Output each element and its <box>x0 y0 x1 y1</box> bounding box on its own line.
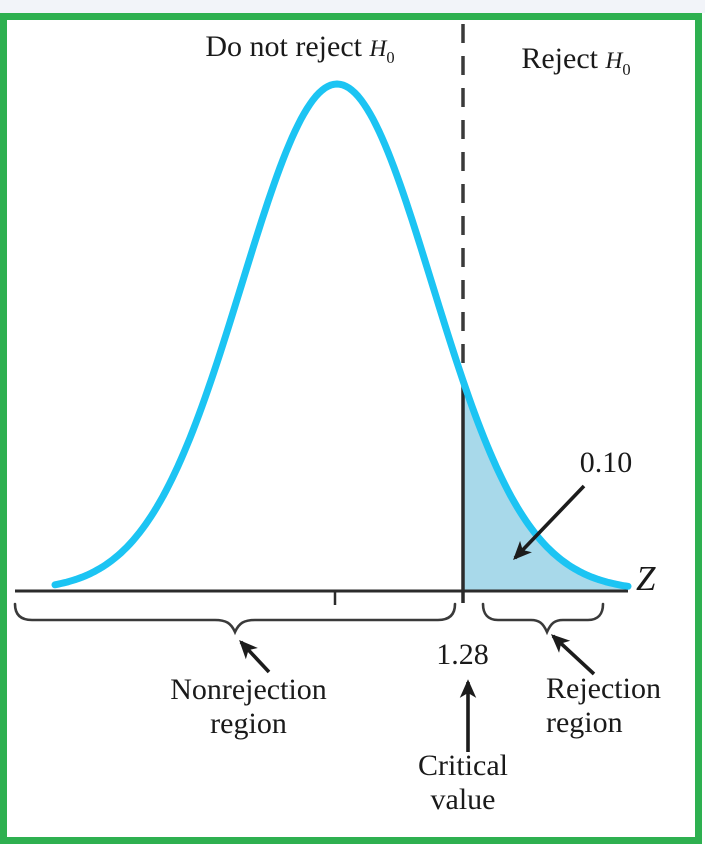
shaded-rejection-area <box>463 380 628 591</box>
arrow-to-rejection-brace <box>550 634 596 676</box>
h0-symbol: H <box>605 48 623 74</box>
do-not-reject-label: Do not reject H0 <box>155 30 445 67</box>
nonrejection-region-label: Nonrejection region <box>170 673 327 740</box>
critical-value-caption: Critical value <box>418 749 508 816</box>
critical-value-number: 1.28 <box>436 638 489 671</box>
h0-subscript: 0 <box>622 60 631 79</box>
nonrejection-brace <box>13 602 457 636</box>
arrow-to-shaded-area <box>513 484 586 561</box>
arrow-to-nonrejection-brace <box>239 639 271 674</box>
alpha-value-label: 0.10 <box>579 446 633 479</box>
figure-frame <box>0 13 702 844</box>
z-axis-label: Z <box>636 559 656 598</box>
reject-text: Reject <box>521 42 598 75</box>
normal-curve <box>51 80 632 590</box>
h0-symbol: H <box>369 36 387 62</box>
rejection-brace <box>481 602 605 636</box>
do-not-reject-text: Do not reject <box>205 30 362 63</box>
top-strip <box>0 0 705 13</box>
reject-label: Reject H0 <box>496 42 656 79</box>
rejection-region-label: Rejection region <box>546 672 661 739</box>
h0-subscript: 0 <box>386 48 395 67</box>
